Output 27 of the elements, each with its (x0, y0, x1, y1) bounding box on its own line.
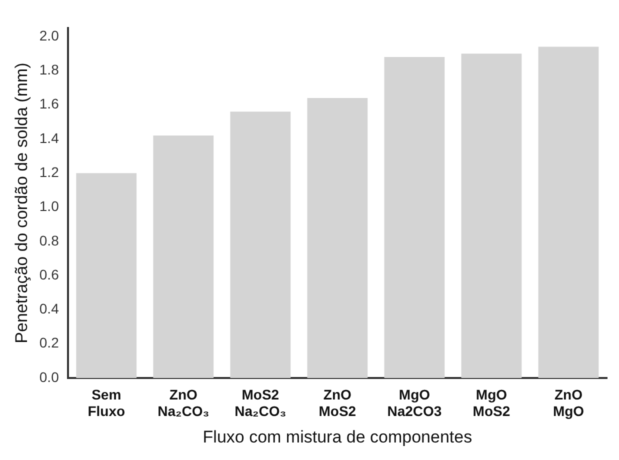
bar (461, 54, 522, 378)
x-axis-title: Fluxo com mistura de componentes (202, 427, 472, 446)
x-tick-label: ZnO Na₂CO₃ (158, 386, 210, 420)
bar (538, 46, 599, 378)
x-tick-label: ZnO MoS2 (318, 386, 356, 420)
bar (76, 173, 137, 378)
y-tick-label: 0.2 (39, 334, 60, 351)
y-tick-label: 1.8 (39, 62, 60, 78)
y-tick-label: 0.8 (39, 232, 60, 248)
bar (307, 98, 368, 378)
y-tick-label: 0.4 (39, 300, 60, 317)
bar (230, 112, 291, 378)
x-tick-label: MgO Na2CO3 (387, 386, 442, 420)
x-tick-label: Sem Fluxo (88, 386, 126, 420)
y-tick-label: 1.2 (39, 164, 60, 180)
bar (384, 57, 445, 378)
x-tick-label: MoS2 Na₂CO₃ (234, 386, 286, 420)
y-tick-label: 1.4 (39, 130, 60, 146)
y-tick-label: 1.6 (39, 96, 60, 112)
y-tick-label: 0.0 (39, 368, 60, 385)
bar (153, 136, 214, 378)
y-tick-label: 2.0 (39, 27, 60, 44)
y-tick-label: 0.6 (39, 266, 60, 282)
y-axis-title: Penetração do cordão de solda (mm) (12, 62, 31, 344)
x-tick-label: MgO MoS2 (472, 386, 510, 420)
y-tick-label: 1.0 (39, 198, 60, 214)
x-tick-label: ZnO MgO (552, 386, 584, 420)
